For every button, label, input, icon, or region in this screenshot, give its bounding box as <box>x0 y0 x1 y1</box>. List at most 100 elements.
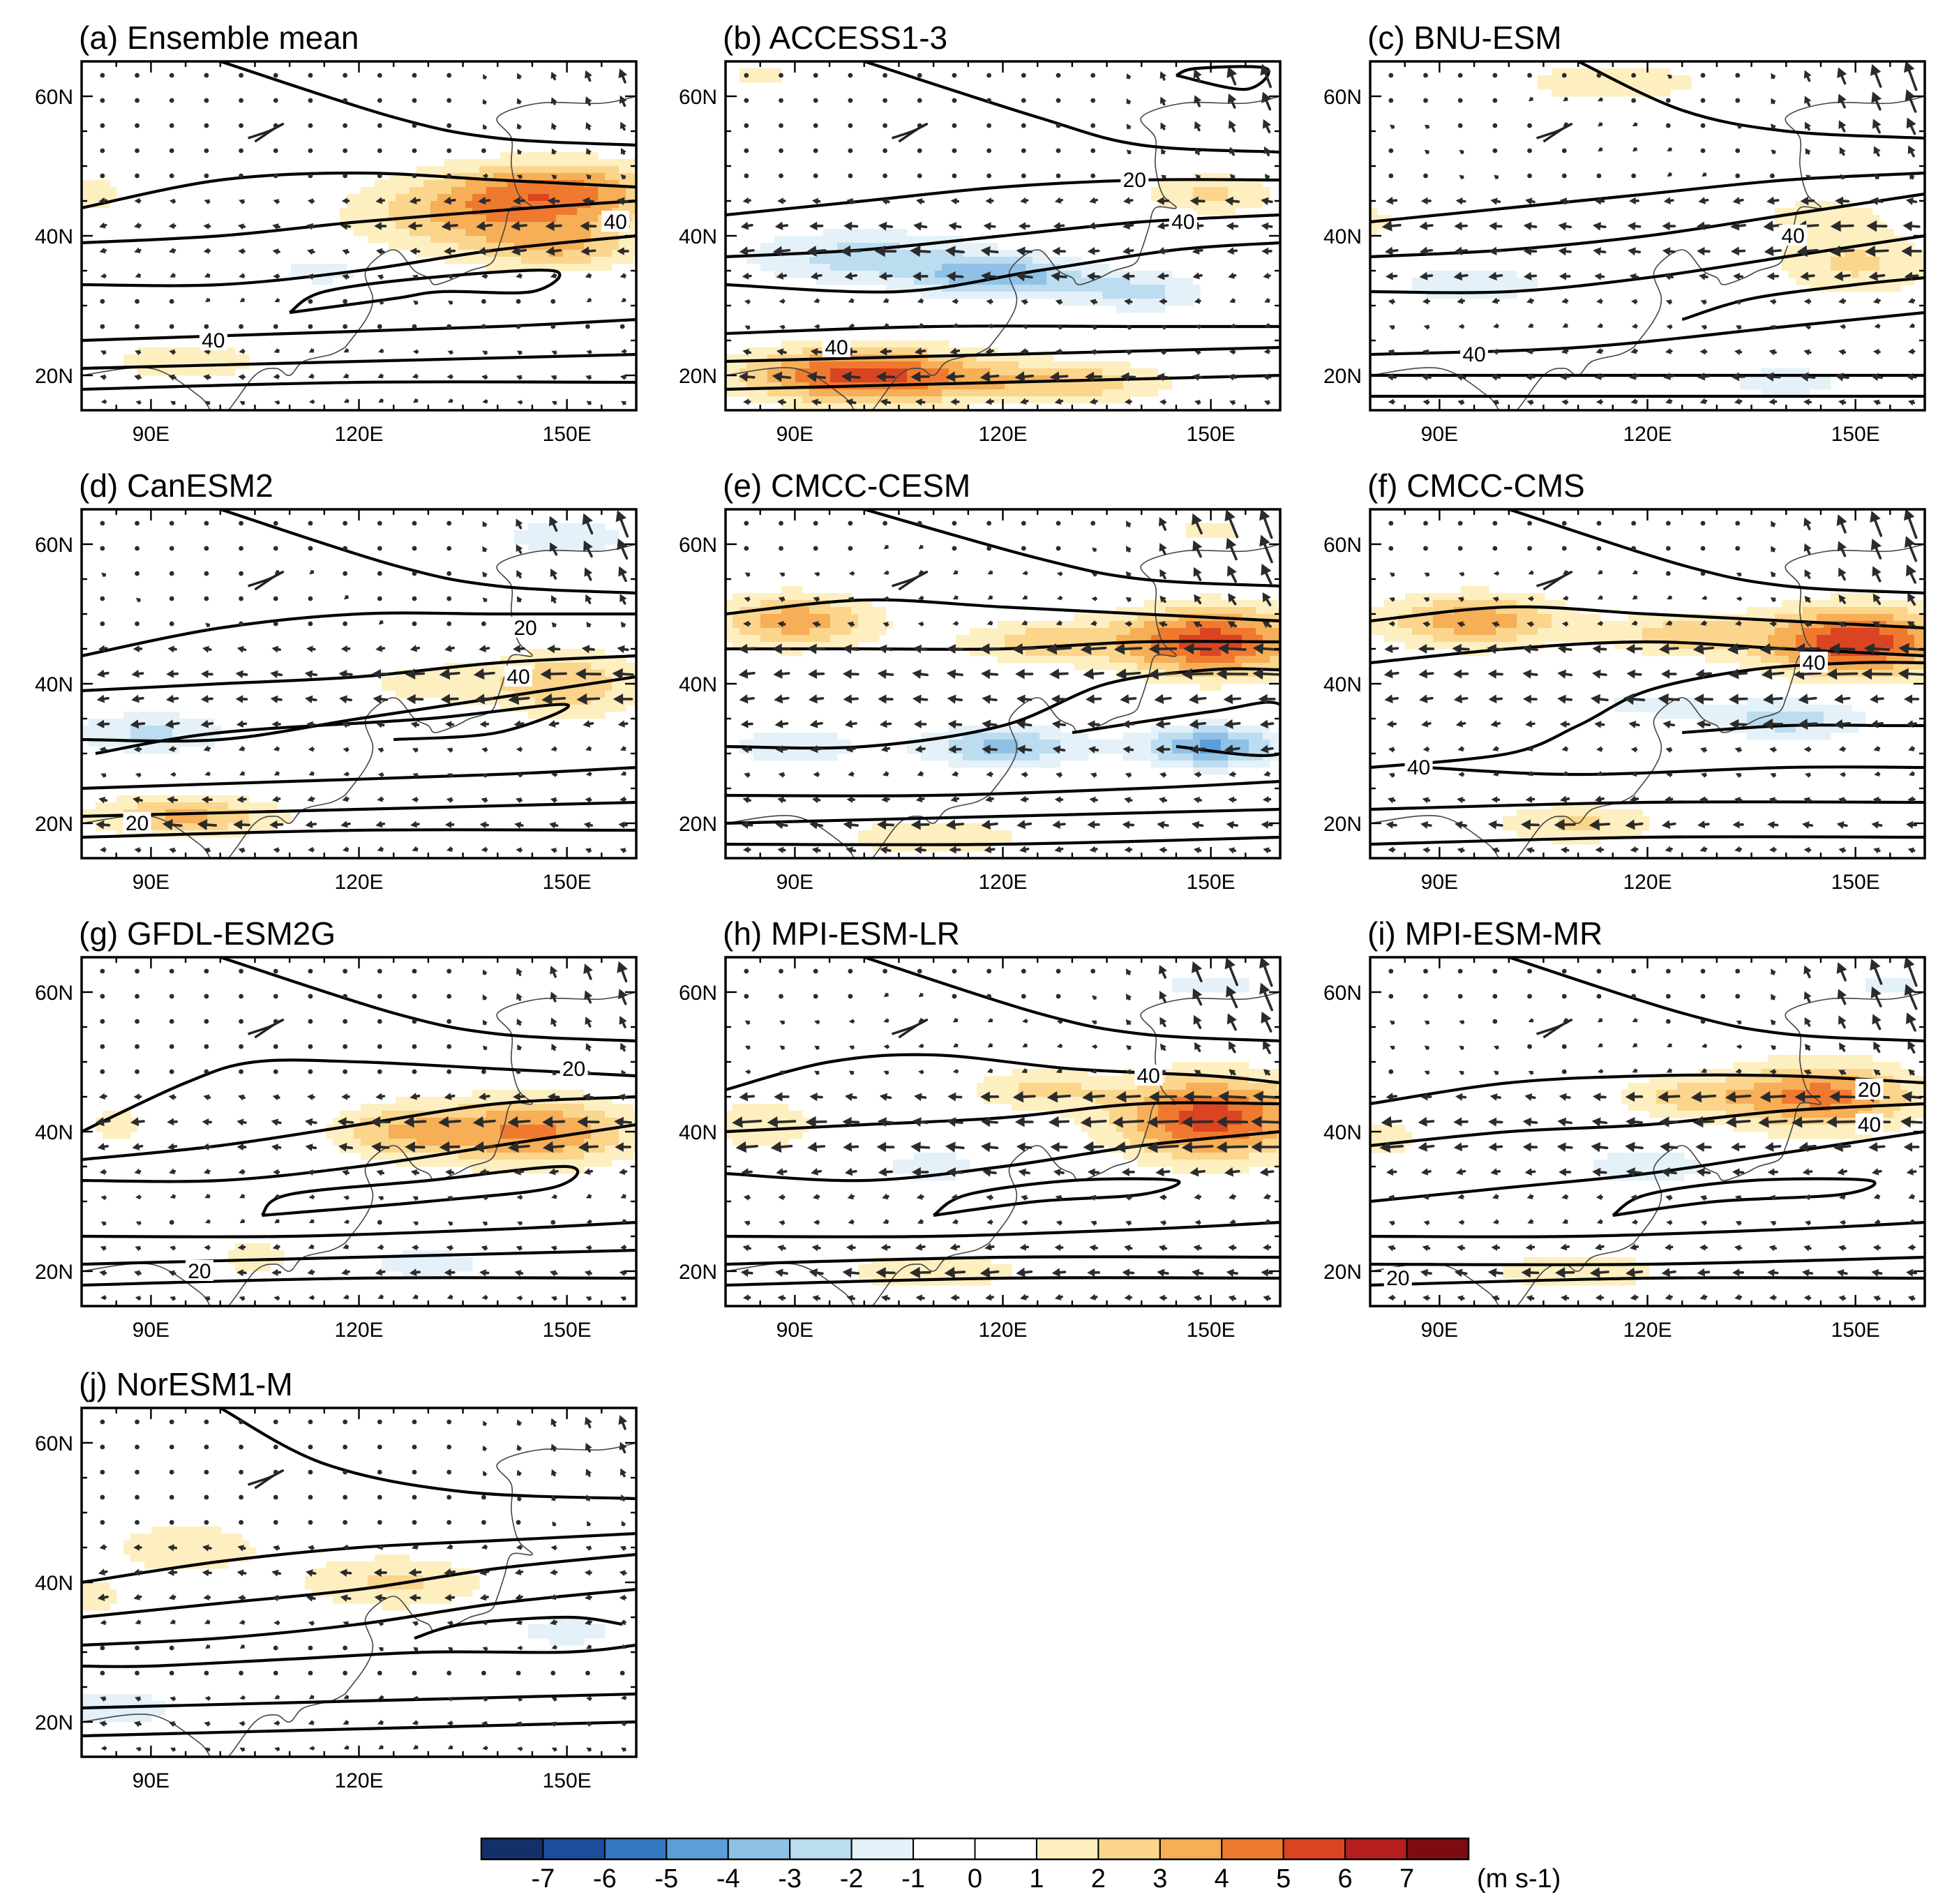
shade-cell <box>1005 754 1012 761</box>
shade-cell <box>528 691 536 698</box>
shade-cell <box>472 222 480 230</box>
shade-cell <box>1151 740 1159 747</box>
shade-cell <box>781 340 789 348</box>
wind-vector <box>516 518 523 530</box>
shade-cell <box>1200 663 1208 670</box>
shade-cell <box>949 837 956 845</box>
shade-cell <box>1130 754 1138 761</box>
shade-cell <box>556 712 564 719</box>
wind-vector <box>412 747 419 754</box>
shade-cell <box>739 642 747 650</box>
wind-vector <box>1388 299 1395 305</box>
shade-cell <box>437 194 445 202</box>
shade-cell <box>577 152 585 160</box>
shade-cell <box>795 389 803 397</box>
shade-cell <box>802 243 810 250</box>
shade-cell <box>865 396 873 404</box>
shade-cell <box>1109 621 1117 629</box>
shade-cell <box>479 194 487 202</box>
shade-cell <box>1067 396 1075 404</box>
shade-cell <box>563 173 571 181</box>
shade-cell <box>110 802 117 810</box>
shade-cell <box>1900 271 1908 278</box>
wind-vector <box>412 772 419 779</box>
shade-cell <box>382 187 389 195</box>
shade-cell <box>214 816 222 824</box>
wind-vector <box>1593 247 1607 256</box>
shade-cell <box>430 691 438 698</box>
wind-vector <box>1015 271 1033 282</box>
shade-cell <box>858 830 866 838</box>
shade-cell <box>774 635 782 643</box>
shade-cell <box>1012 292 1019 299</box>
shade-cell <box>1886 257 1894 264</box>
shade-cell <box>1614 68 1622 76</box>
shade-cell <box>1039 733 1047 740</box>
shade-cell <box>1593 75 1601 83</box>
shade-cell <box>858 600 866 608</box>
shade-cell <box>1426 271 1434 278</box>
shade-cell <box>830 257 838 264</box>
shade-cell <box>563 663 571 670</box>
shade-cell <box>753 68 761 76</box>
shade-cell <box>1249 194 1256 202</box>
shade-cell <box>1046 621 1054 629</box>
shade-cell <box>746 593 754 601</box>
wind-vector <box>913 222 928 231</box>
contour-label-bg <box>601 211 630 232</box>
shade-cell <box>1635 75 1643 83</box>
shade-cell <box>1235 754 1242 761</box>
wind-vector <box>1837 67 1847 85</box>
y-tick-label: 20N <box>679 365 717 388</box>
shade-cell <box>1370 222 1378 230</box>
shade-cell <box>1649 82 1657 90</box>
wind-vector <box>776 398 786 406</box>
shade-cell <box>1144 607 1152 615</box>
wind-vector <box>585 797 592 803</box>
shade-cell <box>984 354 991 362</box>
shade-cell <box>1165 635 1173 643</box>
shade-cell <box>458 194 466 202</box>
shade-cell <box>535 684 543 691</box>
wind-vector <box>101 572 107 578</box>
shade-cell <box>1207 530 1215 538</box>
wind-vector <box>1735 98 1741 103</box>
shade-cell <box>1221 656 1229 664</box>
shade-cell <box>1852 229 1859 237</box>
shade-cell <box>1193 292 1201 299</box>
shade-cell <box>1053 726 1061 733</box>
wind-vector <box>1229 400 1236 406</box>
shade-cell <box>893 257 901 264</box>
wind-vector <box>1194 399 1201 406</box>
wind-vector <box>1840 174 1846 180</box>
shade-cell <box>886 340 894 348</box>
wind-vector <box>446 520 452 526</box>
shade-cell <box>1256 754 1263 761</box>
shade-cell <box>1039 760 1047 768</box>
wind-vector <box>1864 245 1889 257</box>
contour-line <box>726 598 1280 623</box>
shade-cell <box>584 208 592 216</box>
shade-cell <box>1172 278 1180 285</box>
shade-cell <box>535 201 543 209</box>
wind-vector <box>1871 91 1882 111</box>
shade-cell <box>451 194 459 202</box>
shade-cell <box>1852 250 1859 257</box>
shade-cell <box>556 705 564 712</box>
shade-cell <box>1005 830 1012 838</box>
shade-cell <box>1242 628 1249 636</box>
shade-cell <box>1803 382 1810 390</box>
shade-cell <box>984 278 991 285</box>
wind-vector <box>377 148 382 153</box>
shade-cell <box>158 354 166 362</box>
shade-cell <box>865 236 873 243</box>
shade-cell <box>563 523 571 531</box>
shade-cell <box>1242 656 1249 664</box>
shade-cell <box>535 649 543 657</box>
shade-cell <box>1838 208 1845 216</box>
shade-cell <box>1033 264 1040 271</box>
wind-vector <box>1665 123 1671 128</box>
shade-cell <box>1277 635 1280 643</box>
shade-cell <box>963 347 970 355</box>
shade-cell <box>1426 278 1434 285</box>
